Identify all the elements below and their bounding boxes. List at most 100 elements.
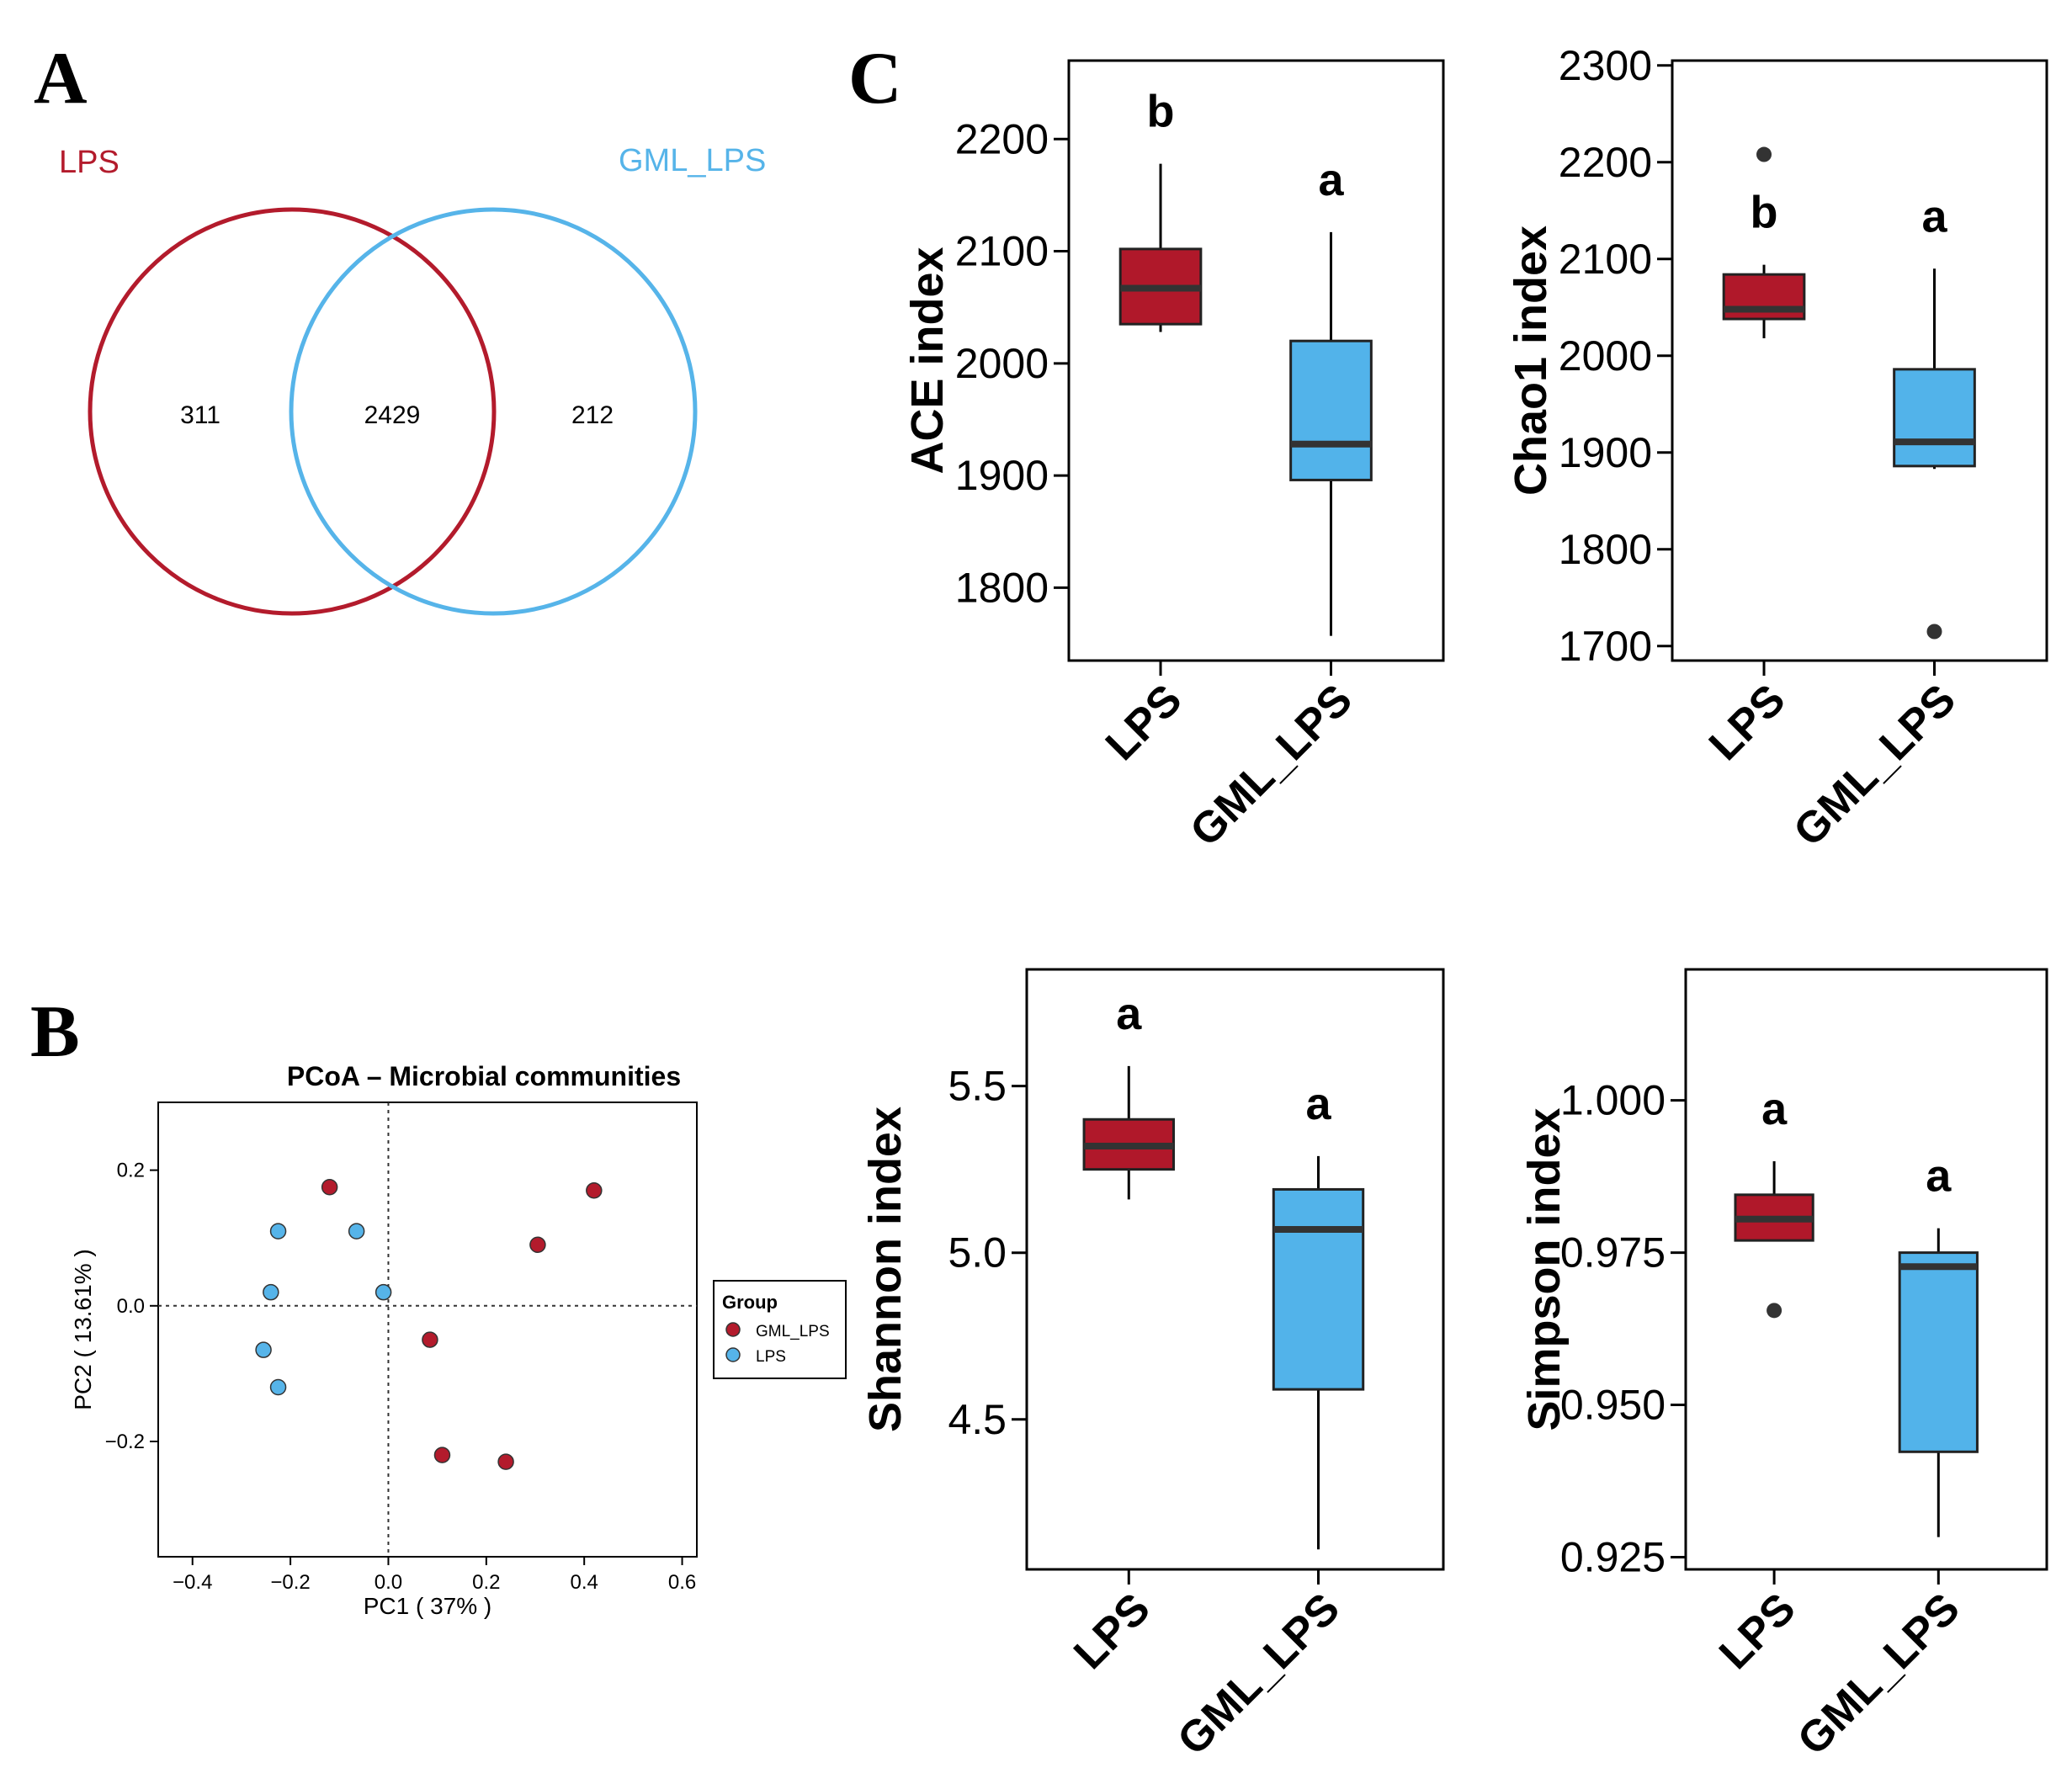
- simpson-x-tick-label: LPS: [1710, 1584, 1805, 1679]
- pcoa-x-tick-label: −0.2: [270, 1571, 310, 1594]
- chao1-gml-lps-outlier: [1926, 624, 1942, 640]
- shannon-x-tick-label: GML_LPS: [1168, 1584, 1349, 1765]
- ace-y-tick-label: 1800: [955, 564, 1049, 611]
- panel-letter-b: B: [30, 991, 80, 1073]
- chao1-y-tick-label: 2200: [1559, 139, 1652, 186]
- venn-circle-gml-lps: [289, 207, 698, 616]
- pcoa-x-tick-label: 0.0: [375, 1571, 402, 1594]
- venn-count-gml-lps-only: 212: [571, 401, 614, 429]
- ace-gml-lps-box: [1289, 339, 1373, 481]
- simpson-y-tick-label: 0.975: [1560, 1229, 1666, 1277]
- pcoa-point-gml-lps: [422, 1331, 438, 1348]
- venn-count-lps-only: 311: [180, 401, 220, 429]
- venn-label-gml-lps: GML_LPS: [619, 143, 766, 178]
- simpson-gml-lps-significance-letter: a: [1926, 1151, 1952, 1202]
- panel-letter-a: A: [34, 38, 88, 119]
- pcoa-x-label: PC1 ( 37% ): [364, 1593, 492, 1619]
- shannon-gml-lps-box: [1272, 1187, 1365, 1391]
- panel-a-venn: A LPS GML_LPS 311 2429 212: [34, 38, 766, 616]
- pcoa-point-gml-lps: [529, 1236, 546, 1254]
- pcoa-point-lps: [348, 1223, 365, 1240]
- chao1-y-tick-label: 2300: [1559, 42, 1652, 89]
- ace-gml-lps-significance-letter: a: [1318, 155, 1344, 205]
- shannon-y-tick-label: 4.5: [948, 1396, 1007, 1443]
- pcoa-point-gml-lps: [497, 1453, 514, 1470]
- venn-count-shared: 2429: [364, 401, 421, 429]
- shannon-x-tick-label: LPS: [1065, 1584, 1160, 1679]
- ace-y-tick-label: 2000: [955, 340, 1049, 387]
- pcoa-x-tick-label: −0.4: [173, 1571, 212, 1594]
- pcoa-point-gml-lps: [321, 1178, 338, 1196]
- shannon-lps-significance-letter: a: [1116, 989, 1142, 1039]
- simpson-plot-frame: [1684, 968, 2048, 1571]
- legend-marker-gml-lps: [725, 1322, 741, 1337]
- shannon-boxplot: 4.5 5.0 5.5 Shannon index a LPS a GML_LPS: [860, 968, 1445, 1765]
- chao1-y-tick-label: 1700: [1559, 623, 1652, 670]
- pcoa-y-tick-label: 0.2: [117, 1160, 145, 1182]
- simpson-y-tick-label: 0.950: [1560, 1382, 1666, 1429]
- ace-y-label: ACE index: [902, 247, 953, 474]
- pcoa-point-lps: [269, 1223, 287, 1240]
- simpson-x-tick-label: GML_LPS: [1788, 1584, 1969, 1765]
- simpson-lps-outlier: [1767, 1303, 1782, 1319]
- chao1-lps-significance-letter: b: [1751, 188, 1778, 238]
- pcoa-plot-frame: [157, 1102, 698, 1558]
- pcoa-x-axis: −0.4 −0.2 0.0 0.2 0.4 0.6: [173, 1557, 696, 1594]
- pcoa-x-tick-label: 0.2: [472, 1571, 500, 1594]
- simpson-y-tick-label: 1.000: [1560, 1077, 1666, 1124]
- ace-plot-frame: [1067, 59, 1445, 662]
- shannon-plot-frame: [1025, 968, 1445, 1571]
- pcoa-y-tick-label: 0.0: [117, 1295, 145, 1318]
- pcoa-points: [255, 1178, 603, 1470]
- chao1-y-tick-label: 2100: [1559, 236, 1652, 283]
- shannon-y-tick-label: 5.0: [948, 1229, 1007, 1277]
- venn-label-lps: LPS: [59, 145, 120, 180]
- ace-y-tick-label: 2200: [955, 115, 1049, 162]
- pcoa-legend: Group GML_LPS LPS: [713, 1280, 847, 1379]
- ace-y-tick-label: 2100: [955, 228, 1049, 275]
- ace-y-tick-label: 1900: [955, 452, 1049, 499]
- pcoa-point-lps: [269, 1378, 287, 1396]
- simpson-gml-lps-box: [1898, 1251, 1979, 1453]
- pcoa-title: PCoA – Microbial communities: [287, 1061, 681, 1091]
- pcoa-y-label: PC2 ( 13.61% ): [70, 1249, 96, 1409]
- panel-b-pcoa: B PCoA – Microbial communities −0.4 −0.2 0…: [30, 991, 847, 1619]
- pcoa-x-tick-label: 0.6: [668, 1571, 696, 1594]
- legend-label-lps: LPS: [756, 1348, 786, 1366]
- chao1-x-tick-label: GML_LPS: [1784, 675, 1965, 856]
- shannon-y-tick-label: 5.5: [948, 1063, 1007, 1110]
- pcoa-legend-title: Group: [722, 1292, 778, 1313]
- simpson-y-tick-label: 0.925: [1560, 1534, 1666, 1581]
- panel-letter-c: C: [848, 38, 902, 119]
- pcoa-point-gml-lps: [586, 1182, 603, 1199]
- legend-marker-lps: [725, 1347, 741, 1362]
- pcoa-y-tick-label: −0.2: [105, 1431, 145, 1453]
- simpson-y-label: Simpson index: [1519, 1107, 1570, 1431]
- chao1-y-tick-label: 1900: [1559, 429, 1652, 476]
- chao1-boxplot: 1700 1800 1900 2000 2100 2200 2300 Chao1 index b…: [1506, 42, 2048, 856]
- pcoa-point-lps: [255, 1341, 272, 1358]
- chao1-y-tick-label: 2000: [1559, 332, 1652, 380]
- chao1-gml-lps-significance-letter: a: [1921, 191, 1947, 242]
- ace-boxplot: 1800 1900 2000 2100 2200 ACE index b LPS a GML_LP…: [902, 59, 1445, 856]
- shannon-gml-lps-significance-letter: a: [1305, 1079, 1331, 1129]
- shannon-y-label: Shannon index: [860, 1107, 911, 1432]
- legend-label-gml-lps: GML_LPS: [756, 1323, 830, 1340]
- pcoa-point-gml-lps: [433, 1447, 451, 1463]
- pcoa-point-lps: [375, 1283, 392, 1301]
- pcoa-point-lps: [263, 1283, 279, 1301]
- chao1-plot-frame: [1671, 59, 2048, 662]
- chao1-x-tick-label: LPS: [1700, 675, 1795, 770]
- chao1-y-tick-label: 1800: [1559, 526, 1652, 573]
- ace-lps-significance-letter: b: [1147, 87, 1175, 137]
- venn-circle-lps: [88, 207, 497, 616]
- pcoa-x-tick-label: 0.4: [570, 1571, 598, 1594]
- chao1-y-label: Chao1 index: [1506, 226, 1556, 496]
- ace-x-tick-label: LPS: [1097, 675, 1192, 770]
- chao1-gml-lps-box: [1893, 368, 1976, 468]
- ace-x-tick-label: GML_LPS: [1181, 675, 1362, 856]
- pcoa-y-axis: −0.2 0.0 0.2: [105, 1160, 158, 1453]
- simpson-lps-significance-letter: a: [1761, 1084, 1788, 1134]
